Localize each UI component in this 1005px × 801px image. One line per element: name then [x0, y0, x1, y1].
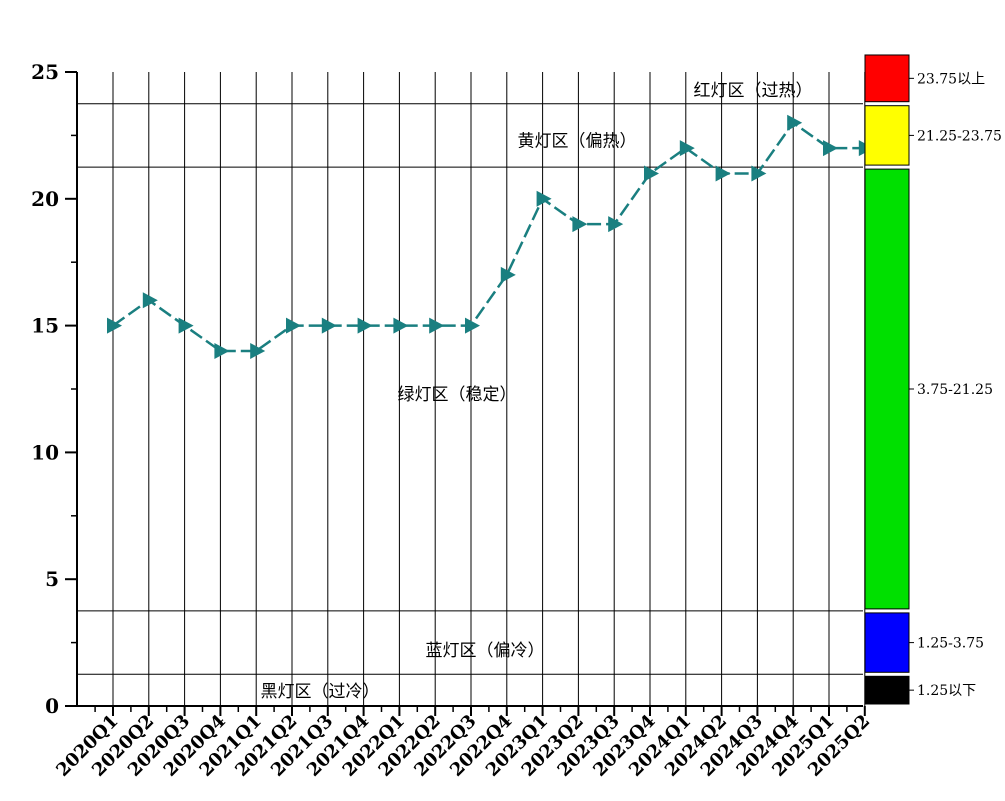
legend-label: 21.25-23.75: [917, 128, 1002, 144]
legend-swatch: [864, 675, 910, 705]
data-point: [823, 140, 838, 157]
legend: 23.75以上 21.25-23.75 3.75-21.25 1.25-3.75 1.2…: [864, 54, 1002, 705]
data-point: [608, 216, 624, 233]
zone-label: 红灯区（过热）: [694, 81, 813, 101]
axes: 05101520252020Q12020Q22020Q32020Q42021Q1…: [31, 60, 874, 781]
zone-label: 黑灯区（过冷）: [261, 682, 380, 702]
legend-label: 1.25以下: [917, 683, 976, 699]
data-point: [178, 317, 194, 334]
data-point: [715, 165, 731, 182]
legend-swatch: [864, 612, 910, 673]
y-tick-label: 0: [45, 694, 59, 718]
data-point: [142, 292, 158, 309]
data-point: [751, 165, 767, 182]
y-tick-label: 10: [31, 440, 59, 464]
data-point: [500, 266, 516, 283]
data-point: [250, 342, 266, 359]
y-tick-label: 5: [45, 567, 59, 591]
data-point: [286, 317, 301, 334]
data-point: [321, 317, 337, 334]
data-point: [787, 114, 803, 131]
legend-swatch: [864, 54, 910, 103]
zone-label: 绿灯区（稳定）: [398, 385, 517, 405]
threshold-lines: [77, 103, 863, 675]
data-point: [572, 216, 588, 233]
series-line: [112, 120, 865, 353]
zone-label: 黄灯区（偏热）: [518, 131, 637, 151]
legend-label: 3.75-21.25: [917, 382, 993, 398]
data-point: [107, 317, 122, 334]
data-point: [644, 165, 659, 182]
y-tick-label: 15: [31, 314, 59, 338]
legend-swatch: [864, 168, 910, 610]
y-tick-label: 20: [31, 187, 59, 211]
data-point: [536, 190, 552, 207]
zone-label: 蓝灯区（偏冷）: [426, 641, 545, 661]
data-point: [393, 317, 409, 334]
data-point: [357, 317, 373, 334]
legend-label: 1.25-3.75: [917, 636, 984, 652]
legend-label: 23.75以上: [917, 71, 985, 87]
legend-swatch: [864, 105, 910, 166]
y-tick-label: 25: [31, 60, 59, 84]
data-point: [679, 140, 695, 157]
data-point: [465, 317, 480, 334]
series: [107, 114, 874, 359]
data-point: [214, 342, 230, 359]
data-point: [429, 317, 445, 334]
zone-labels: 红灯区（过热） 黄灯区（偏热） 绿灯区（稳定） 蓝灯区（偏冷） 黑灯区（过冷）: [261, 81, 813, 702]
